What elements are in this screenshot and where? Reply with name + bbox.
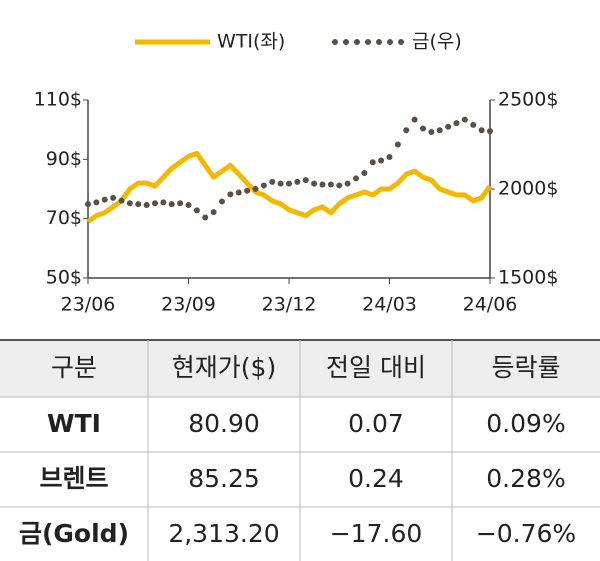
gold-point (202, 214, 209, 221)
gold-point (411, 116, 418, 123)
table-cell: 80.90 (188, 409, 260, 438)
gold-point (394, 141, 401, 148)
gold-point (478, 127, 485, 134)
y-tick-label: 50$ (46, 267, 82, 289)
table-cell: 0.09% (486, 409, 565, 438)
legend-swatch (332, 39, 338, 45)
gold-point (85, 201, 91, 208)
legend-label: WTI(좌) (217, 31, 285, 53)
gold-point (294, 178, 301, 185)
gold-point (193, 207, 200, 214)
x-tick-label: 23/12 (262, 294, 317, 316)
gold-point (118, 197, 125, 204)
legend-swatch (343, 39, 349, 45)
wti-line (86, 150, 493, 224)
gold-point (260, 182, 267, 189)
gold-point (219, 198, 225, 205)
legend-swatch (354, 39, 360, 45)
row-label: WTI (47, 409, 101, 438)
table-cell: −17.60 (330, 519, 423, 548)
x-tick-label: 23/06 (61, 294, 116, 316)
table-cell: 85.25 (188, 464, 260, 493)
gold-point (344, 180, 351, 187)
gold-point (361, 169, 368, 176)
table-cell: 0.28% (486, 464, 565, 493)
gold-point (369, 159, 376, 166)
gold-point (277, 180, 284, 187)
y-tick-label: 90$ (46, 148, 82, 170)
legend-swatch (365, 39, 371, 45)
table-header: 구분 (51, 353, 97, 382)
gold-point (143, 202, 150, 209)
gold-point (420, 125, 426, 132)
gold-point (235, 189, 242, 196)
table-header: 현재가($) (172, 353, 276, 382)
gold-point (93, 199, 100, 206)
gold-point (227, 191, 234, 198)
gold-point (244, 187, 251, 194)
legend-swatch (376, 39, 382, 45)
gold-point (185, 202, 192, 209)
gold-point (378, 157, 385, 164)
gold-point (286, 180, 292, 187)
gold-point (177, 200, 184, 207)
gold-point (311, 180, 318, 187)
gold-point (386, 153, 393, 160)
gold-point (160, 199, 167, 206)
y2-tick-label: 2500$ (498, 89, 558, 111)
gold-point (319, 181, 326, 188)
gold-point (336, 182, 343, 189)
legend-swatch (387, 39, 393, 45)
x-tick-label: 24/06 (463, 294, 518, 316)
gold-point (101, 196, 108, 203)
gold-point (252, 186, 259, 192)
x-tick-label: 24/03 (362, 294, 417, 316)
row-label: 금(Gold) (19, 519, 129, 548)
table-cell: −0.76% (476, 519, 576, 548)
gold-point (436, 127, 443, 134)
gold-point (487, 128, 493, 135)
gold-point (327, 181, 334, 188)
table-cell: 0.24 (348, 464, 404, 493)
gold-point (428, 129, 435, 136)
y-tick-label: 70$ (46, 207, 82, 229)
table-cell: 2,313.20 (168, 519, 279, 548)
gold-point (353, 175, 359, 182)
gold-point (470, 121, 477, 128)
x-tick-label: 23/09 (161, 294, 216, 316)
gold-point (135, 201, 142, 208)
table-header: 등락률 (491, 353, 560, 382)
gold-point (269, 178, 276, 185)
y2-tick-label: 1500$ (498, 267, 558, 289)
gold-point (302, 177, 309, 184)
gold-point (461, 116, 468, 123)
gold-point (210, 209, 217, 216)
gold-point (110, 194, 117, 201)
gold-point (445, 123, 452, 130)
gold-point (152, 200, 158, 207)
gold-point (126, 200, 133, 207)
y2-tick-label: 2000$ (498, 178, 558, 200)
row-label: 브렌트 (39, 464, 108, 493)
gold-point (403, 127, 410, 134)
table-header: 전일 대비 (326, 353, 426, 382)
gold-point (168, 201, 175, 208)
y-tick-label: 110$ (34, 89, 82, 111)
legend-swatch (398, 39, 404, 45)
gold-point (453, 120, 460, 127)
table-cell: 0.07 (348, 409, 404, 438)
legend-label: 금(우) (412, 31, 462, 53)
